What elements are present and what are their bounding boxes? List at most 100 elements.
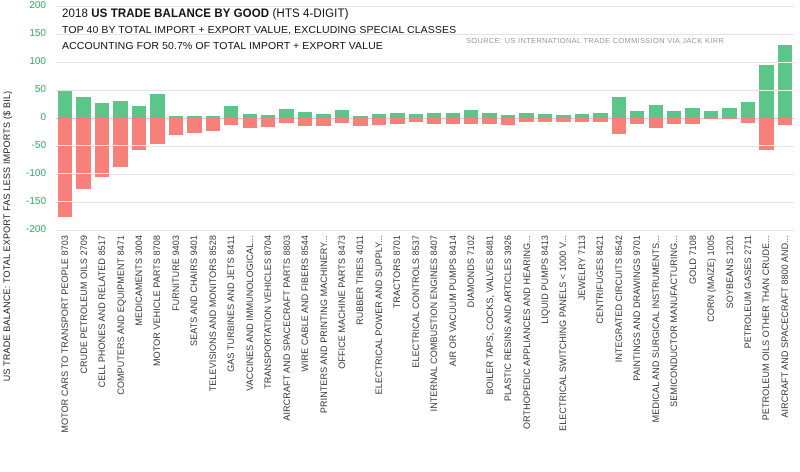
- bar-column: [351, 6, 369, 230]
- y-axis-tick-labels: 200 150 100 50 0 -50 -100 -150 -200: [0, 0, 50, 235]
- bar-column: [259, 6, 277, 230]
- export-bar: [574, 114, 590, 118]
- export-bar: [427, 112, 442, 118]
- import-bar: [261, 118, 276, 127]
- export-bar: [390, 112, 405, 118]
- x-axis-label: MEDICAMENTS 3004: [134, 235, 145, 326]
- import-bar: [224, 118, 239, 126]
- x-axis-label: BOILER TAPS, COCKS, VALVES 8481: [484, 235, 495, 395]
- import-bar: [427, 118, 442, 125]
- x-label-cell: PETROLEUM OILS OTHER THAN CRUDE...: [757, 232, 775, 472]
- import-bar: [445, 118, 460, 124]
- bar-column: [683, 6, 701, 230]
- import-bar: [519, 118, 534, 123]
- x-axis-label: TRANSPORTATION VEHICLES 8704: [263, 235, 274, 389]
- export-bar: [722, 108, 737, 118]
- export-bar: [113, 101, 128, 118]
- plot-area: [56, 6, 794, 231]
- gridline: [56, 202, 794, 203]
- bar-column: [314, 6, 332, 230]
- bar-column: [185, 6, 203, 230]
- x-label-cell: BOILER TAPS, COCKS, VALVES 8481: [480, 232, 498, 472]
- y-tick-label: 50: [34, 84, 46, 95]
- bar-column: [517, 6, 535, 230]
- export-bar: [408, 113, 424, 118]
- x-axis-label: RUBBER TIRES 4011: [355, 235, 366, 325]
- x-axis-label: SEATS AND CHAIRS 9401: [189, 235, 200, 346]
- import-bar: [574, 118, 590, 123]
- gridline: [56, 118, 794, 119]
- x-label-cell: CORN (MAIZE) 1005: [702, 232, 720, 472]
- y-tick-label: -50: [31, 140, 46, 151]
- bar-column: [204, 6, 222, 230]
- x-axis-label: JEWELRY 7113: [576, 235, 587, 301]
- x-label-cell: PAINTINGS AND DRAWINGS 9701: [628, 232, 646, 472]
- bar-column: [93, 6, 111, 230]
- import-bar: [168, 118, 184, 136]
- x-label-cell: GOLD 7108: [683, 232, 701, 472]
- export-bar: [279, 109, 294, 118]
- y-tick-label: 100: [29, 56, 46, 67]
- import-bar: [242, 118, 257, 129]
- x-label-cell: PLASTIC RESINS AND ARTICLES 3926: [499, 232, 517, 472]
- x-label-cell: TRANSPORTATION VEHICLES 8704: [259, 232, 277, 472]
- import-bar: [556, 118, 571, 123]
- y-tick-label: 200: [29, 0, 46, 11]
- gridline: [56, 6, 794, 7]
- export-bar: [463, 109, 479, 118]
- source-credit: SOURCE: US INTERNATIONAL TRADE COMMISSIO…: [466, 36, 725, 45]
- bar-column: [536, 6, 554, 230]
- bar-column: [148, 6, 166, 230]
- x-axis-label: INTEGRATED CIRCUITS 8542: [613, 235, 624, 363]
- bars-container: [56, 6, 794, 230]
- import-bar: [666, 118, 682, 125]
- x-label-cell: AIR OR VACUUM PUMPS 8414: [444, 232, 462, 472]
- import-bar: [316, 118, 331, 127]
- bar-column: [222, 6, 240, 230]
- export-bar: [519, 112, 534, 118]
- export-bar: [297, 112, 313, 118]
- x-axis-label: PETROLEUM OILS OTHER THAN CRUDE...: [761, 235, 772, 421]
- export-bar: [371, 113, 387, 118]
- bar-column: [388, 6, 406, 230]
- x-axis-label: AIRCRAFT AND SPACECRAFT 8800 AND...: [779, 235, 790, 418]
- export-bar: [242, 113, 257, 118]
- x-label-cell: MEDICAMENTS 3004: [130, 232, 148, 472]
- y-tick-label: -100: [25, 168, 46, 179]
- import-bar: [205, 118, 221, 131]
- x-axis-label: DIAMONDS 7102: [466, 235, 477, 308]
- bar-column: [130, 6, 148, 230]
- x-label-cell: TELEVISIONS AND MONITORS 8528: [204, 232, 222, 472]
- y-tick-label: -200: [25, 224, 46, 235]
- chart-title-year: 2018: [62, 8, 88, 20]
- import-bar: [482, 118, 497, 125]
- x-axis-label: ELECTRICAL CONTROLS 8537: [410, 235, 421, 368]
- x-label-cell: ELECTRICAL CONTROLS 8537: [407, 232, 425, 472]
- x-label-cell: GAS TURBINES AND JETS 8411: [222, 232, 240, 472]
- y-tick-label: -150: [25, 196, 46, 207]
- bar-column: [554, 6, 572, 230]
- import-bar: [334, 118, 350, 124]
- export-bar: [316, 114, 331, 118]
- import-bar: [408, 118, 424, 123]
- x-label-cell: RUBBER TIRES 4011: [351, 232, 369, 472]
- export-bar: [205, 115, 221, 118]
- export-bar: [445, 112, 460, 118]
- x-label-cell: OFFICE MACHINE PARTS 8473: [333, 232, 351, 472]
- import-bar: [353, 118, 368, 126]
- x-axis-label: PETROLEUM GASES 2711: [742, 235, 753, 349]
- export-bar: [611, 97, 626, 118]
- gridline: [56, 34, 794, 35]
- x-axis-label: MEDICAL AND SURGICAL INSTRUMENTS...: [650, 235, 661, 423]
- export-bar: [593, 112, 608, 118]
- x-axis-label: CORN (MAIZE) 1005: [706, 235, 717, 322]
- export-bar: [537, 113, 553, 118]
- bar-column: [647, 6, 665, 230]
- bar-column: [462, 6, 480, 230]
- x-label-cell: COMPUTERS AND EQUIPMENT 8471: [111, 232, 129, 472]
- import-bar: [131, 118, 147, 150]
- chart-title: 2018 US TRADE BALANCE BY GOOD (HTS 4-DIG…: [62, 8, 482, 20]
- bar-column: [739, 6, 757, 230]
- gridline: [56, 174, 794, 175]
- import-bar: [187, 118, 202, 133]
